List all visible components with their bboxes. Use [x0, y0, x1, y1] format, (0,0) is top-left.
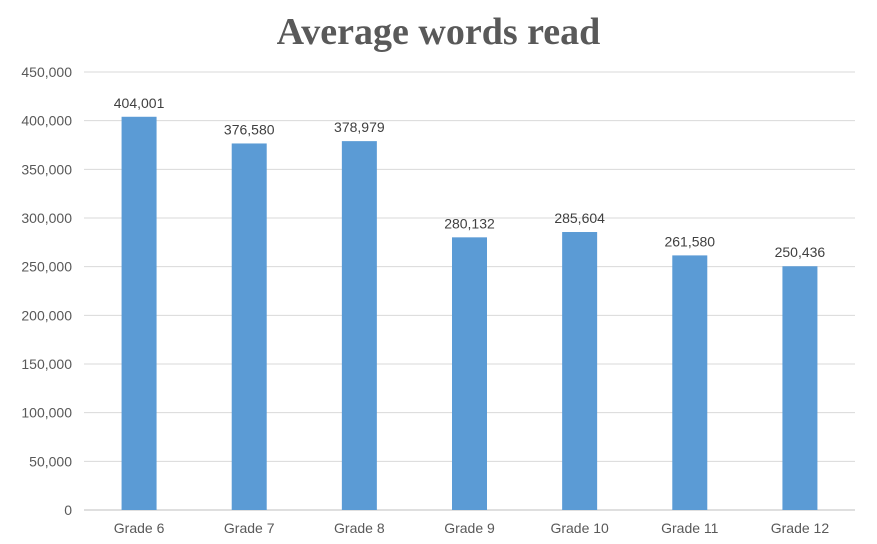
y-tick-label: 150,000 [21, 356, 72, 372]
x-tick-label: Grade 10 [550, 520, 609, 536]
y-tick-label: 450,000 [21, 64, 72, 80]
bar [672, 255, 708, 510]
y-tick-label: 100,000 [21, 405, 72, 421]
bar [231, 143, 267, 510]
x-tick-label: Grade 9 [444, 520, 495, 536]
bar [121, 116, 157, 510]
y-tick-label: 400,000 [21, 113, 72, 129]
y-tick-label: 200,000 [21, 307, 72, 323]
y-tick-label: 300,000 [21, 210, 72, 226]
bar [341, 141, 377, 510]
x-tick-label: Grade 6 [114, 520, 165, 536]
data-label: 250,436 [775, 244, 826, 260]
y-tick-label: 0 [64, 502, 72, 518]
x-tick-label: Grade 12 [771, 520, 830, 536]
y-tick-label: 250,000 [21, 259, 72, 275]
data-label: 404,001 [114, 95, 165, 111]
data-label: 285,604 [554, 210, 605, 226]
y-tick-label: 50,000 [29, 453, 72, 469]
bar [452, 237, 487, 510]
data-label: 376,580 [224, 121, 275, 137]
x-tick-label: Grade 11 [661, 520, 719, 536]
bar [562, 232, 598, 511]
data-label: 280,132 [444, 215, 495, 231]
bar [782, 266, 818, 510]
y-tick-label: 350,000 [21, 161, 72, 177]
data-label: 378,979 [334, 119, 385, 135]
x-tick-label: Grade 7 [224, 520, 275, 536]
data-label: 261,580 [664, 233, 715, 249]
chart-title: Average words read [276, 11, 601, 53]
x-tick-label: Grade 8 [334, 520, 385, 536]
